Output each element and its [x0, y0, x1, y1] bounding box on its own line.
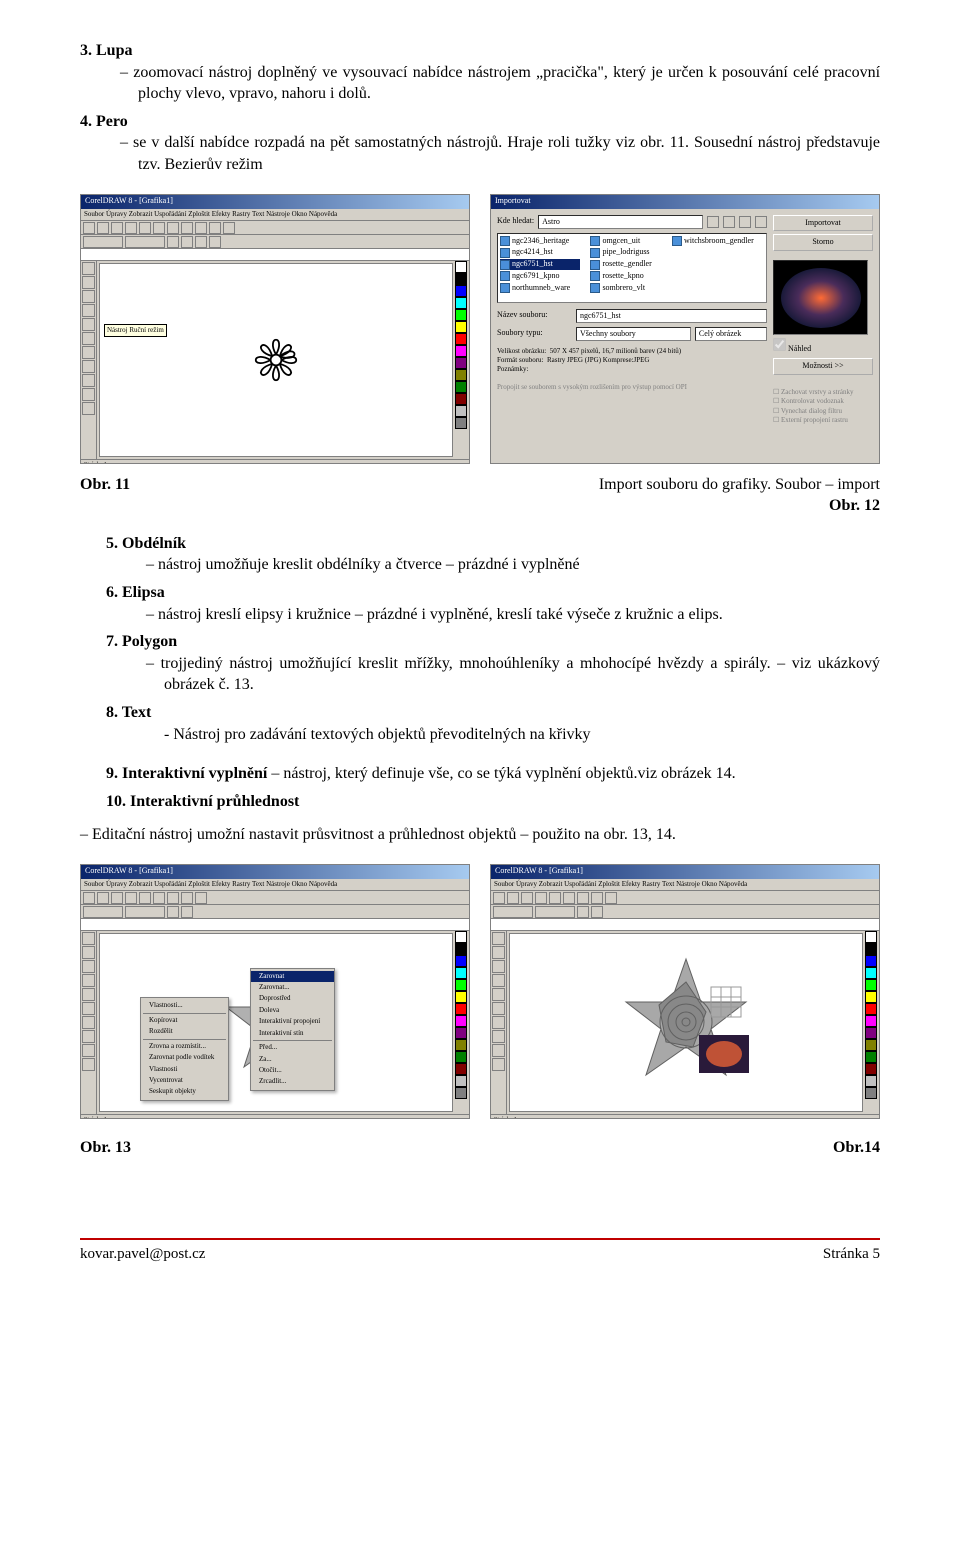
- list-item-10: 10. Interaktivní průhlednost: [80, 791, 880, 813]
- num: 3.: [80, 42, 92, 59]
- menubar: Soubor Úpravy Zobrazit Uspořádání Zplošt…: [81, 209, 469, 221]
- context-submenu: ZarovnatZarovnat...DoprostředDolevaInter…: [250, 968, 335, 1091]
- figure-13: CorelDRAW 8 - [Grafika1] Soubor Úpravy Z…: [80, 864, 470, 1119]
- name-label: Název souboru:: [497, 310, 572, 321]
- list-item-3: 3. Lupa zoomovací nástroj doplněný ve vy…: [80, 40, 880, 105]
- context-menu: Vlastnosti...KopírovatRozdělitZrovna a r…: [140, 997, 229, 1101]
- caption-row-2: Obr. 13 Obr.14: [80, 1129, 880, 1159]
- caption-12: Import souboru do grafiky. Soubor – impo…: [599, 474, 880, 517]
- caption-13: Obr. 13: [80, 1137, 131, 1159]
- footer-email: kovar.pavel@post.cz: [80, 1244, 205, 1264]
- dialog-title: Importovat: [491, 195, 879, 209]
- page-footer: kovar.pavel@post.cz Stránka 5: [80, 1238, 880, 1264]
- list-item-8: 8. Text - Nástroj pro zadávání textových…: [80, 702, 880, 745]
- title: Pero: [96, 113, 128, 130]
- type-field: Všechny soubory: [576, 327, 691, 341]
- caption-14: Obr.14: [833, 1137, 880, 1159]
- look-label: Kde hledat:: [497, 216, 534, 227]
- list-item-5: 5. Obdélník nástroj umožňuje kreslit obd…: [80, 533, 880, 576]
- toolbar-1: [81, 221, 469, 235]
- list-item-7: 7. Polygon trojjediný nástroj umožňující…: [80, 631, 880, 696]
- body: zoomovací nástroj doplněný ve vysouvací …: [80, 62, 880, 105]
- toolbar-2: [81, 235, 469, 249]
- list-item-4: 4. Pero se v další nabídce rozpadá na pě…: [80, 111, 880, 176]
- type-label: Soubory typu:: [497, 328, 572, 339]
- look-field: Astro: [538, 215, 703, 229]
- caption-11: Obr. 11: [80, 474, 130, 517]
- preview-image: [773, 260, 868, 335]
- figure-row-2: CorelDRAW 8 - [Grafika1] Soubor Úpravy Z…: [80, 864, 880, 1119]
- statusbar: Stránka 1: [81, 459, 469, 464]
- cancel-button: Storno: [773, 234, 873, 251]
- title: Lupa: [96, 42, 132, 59]
- color-palette: [455, 261, 469, 459]
- num: 4.: [80, 113, 92, 130]
- tool-palette: [81, 261, 97, 459]
- list-item-9: 9. Interaktivní vyplnění – nástroj, kter…: [80, 763, 880, 785]
- options-button: Možnosti >>: [773, 358, 873, 375]
- window-titlebar: CorelDRAW 8 - [Grafika1]: [81, 195, 469, 209]
- list-item-6: 6. Elipsa nástroj kreslí elipsy i kružni…: [80, 582, 880, 625]
- import-button: Importovat: [773, 215, 873, 232]
- drawing-canvas: Nástroj Ruční režim: [99, 263, 453, 457]
- star-drawing-2: [611, 947, 761, 1097]
- edit-line: – Editační nástroj umožní nastavit průsv…: [80, 824, 880, 846]
- figure-14: CorelDRAW 8 - [Grafika1] Soubor Úpravy Z…: [490, 864, 880, 1119]
- figure-11: CorelDRAW 8 - [Grafika1] Soubor Úpravy Z…: [80, 194, 470, 464]
- caption-row-1: Obr. 11 Import souboru do grafiky. Soubo…: [80, 474, 880, 517]
- figure-12: Importovat Kde hledat: Astro ngc2346_her…: [490, 194, 880, 464]
- figure-row-1: CorelDRAW 8 - [Grafika1] Soubor Úpravy Z…: [80, 194, 880, 464]
- footer-page: Stránka 5: [823, 1244, 880, 1264]
- flower-drawing: [231, 315, 321, 405]
- body: se v další nabídce rozpadá na pět samost…: [80, 132, 880, 175]
- file-list: ngc2346_heritagengc4214_hstngc6751_hstng…: [497, 233, 767, 303]
- name-field: ngc6751_hst: [576, 309, 767, 323]
- type-field2: Celý obrázek: [695, 327, 767, 341]
